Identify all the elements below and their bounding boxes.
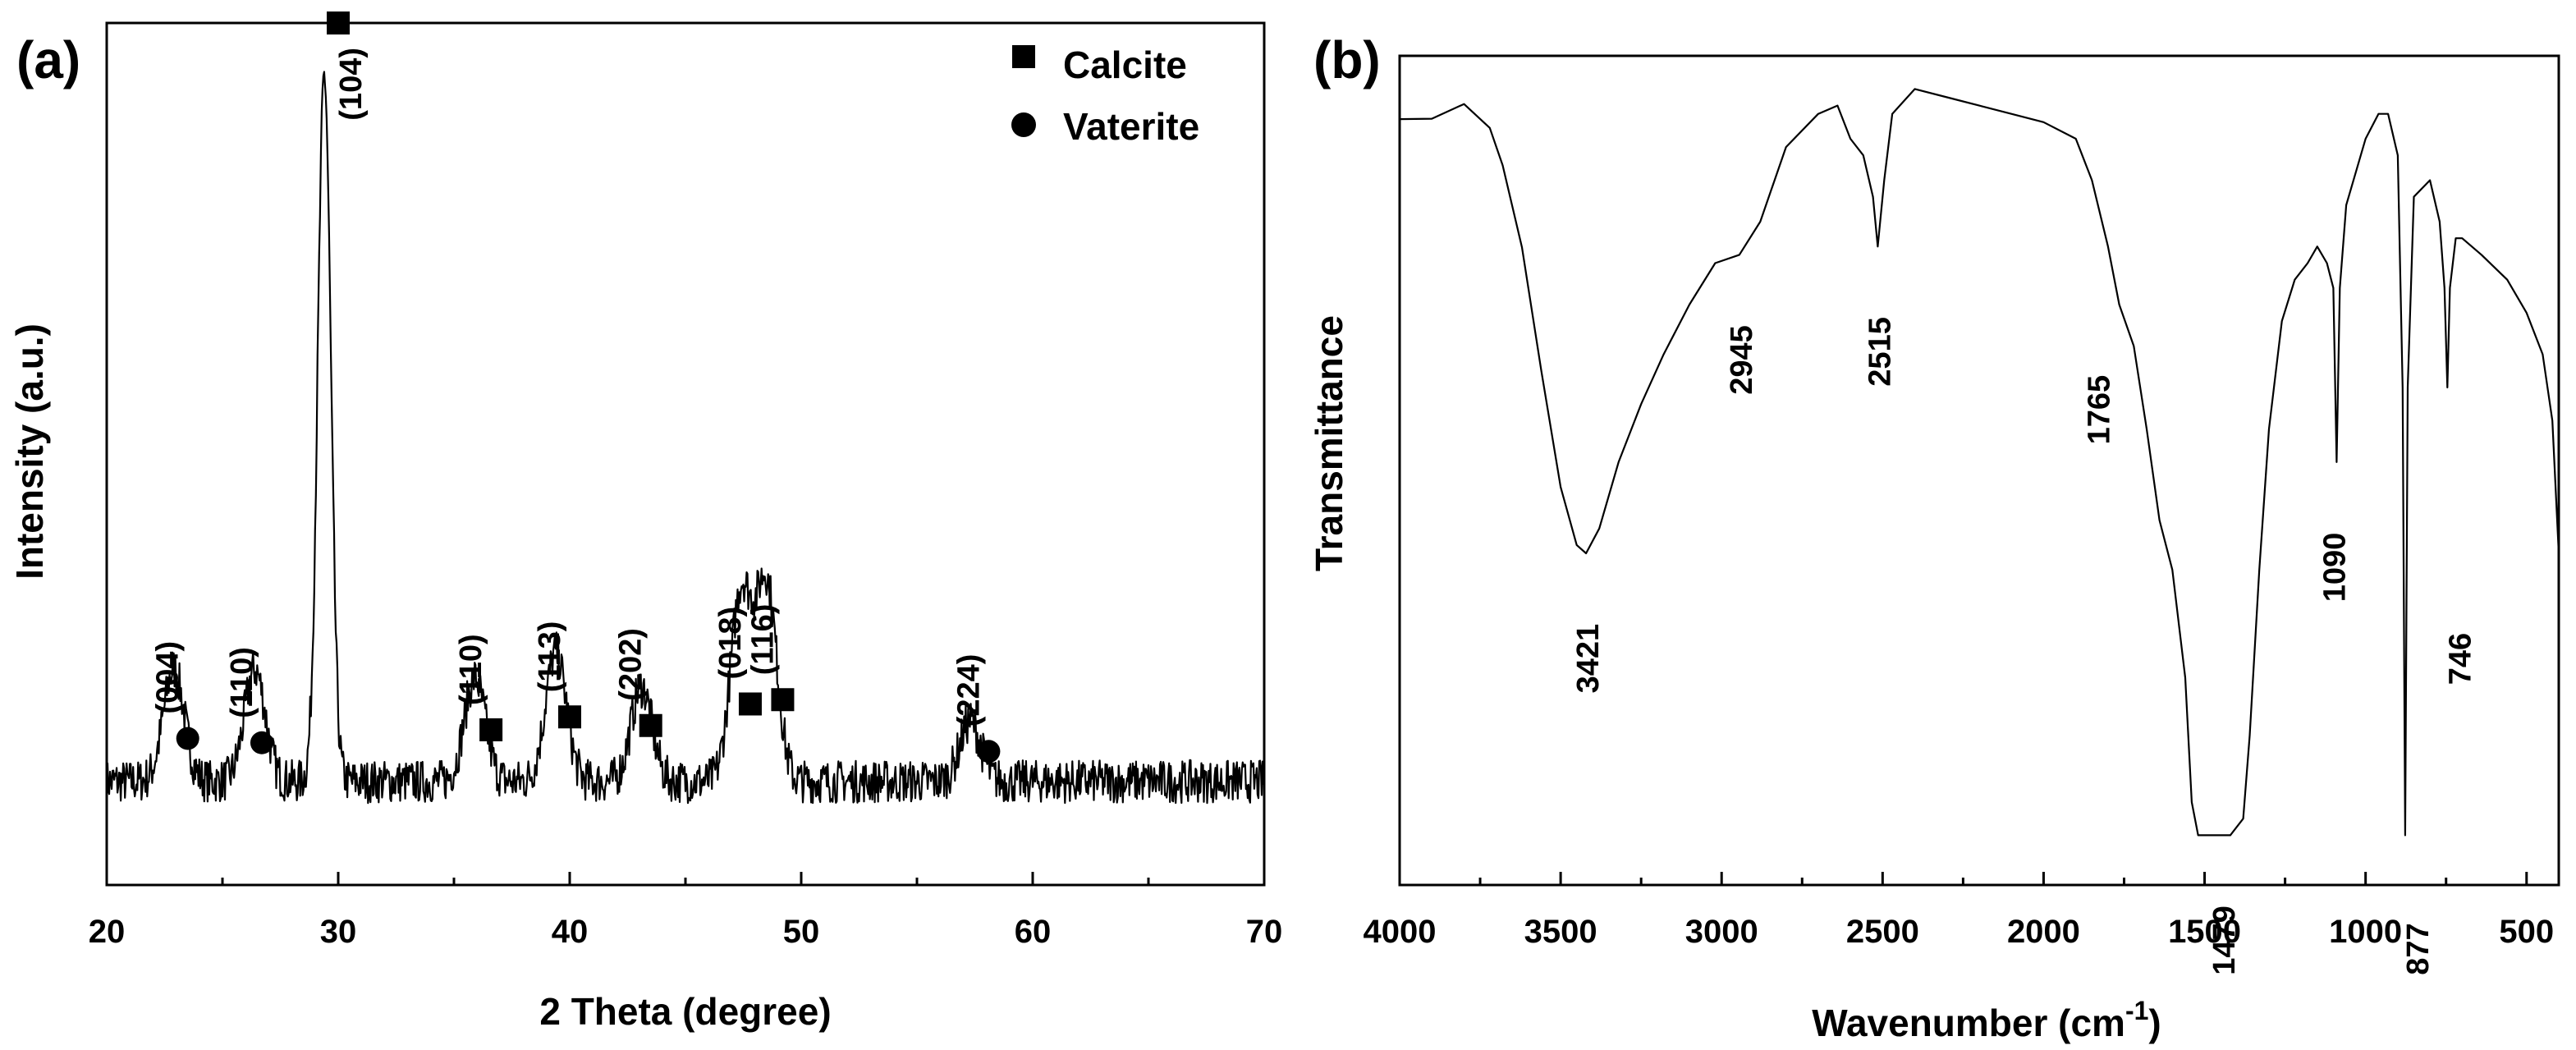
panel-b: (b) 4000 3500 3000 2500 2000 1500 1000 500 3421… — [1308, 30, 2560, 1044]
panel-b-x-tick-label: 3000 — [1685, 914, 1758, 950]
panel-a-x-axis-label: 2 Theta (degree) — [539, 990, 831, 1033]
panel-a-x-tick-label: 60 — [1015, 914, 1052, 950]
panel-a-hkl-label: (018) — [713, 607, 748, 680]
calcite-peak-marker — [771, 688, 795, 712]
panel-b-peak-label: 877 — [2401, 923, 2436, 974]
calcite-peak-marker — [738, 692, 762, 716]
panel-b-series-line — [1399, 88, 2560, 837]
calcite-peak-marker — [327, 11, 350, 34]
panel-b-x-axis-label-sup: -1 — [2125, 996, 2148, 1025]
panel-a-x-tick-label: 50 — [783, 914, 820, 950]
legend-calcite-marker — [1012, 45, 1035, 68]
panel-a-x-tick-label: 20 — [89, 914, 126, 950]
panel-a-x-ticks — [105, 872, 1266, 885]
vaterite-peak-marker — [250, 731, 273, 754]
panel-a-legend: Calcite Vaterite — [1011, 44, 1199, 148]
panel-a-x-tick-label: 30 — [320, 914, 357, 950]
panel-b-x-tick-label: 4000 — [1364, 914, 1437, 950]
panel-b-x-tick-label: 1500 — [2168, 914, 2241, 950]
panel-a-hkl-label: (110) — [225, 647, 259, 718]
panel-b-label: (b) — [1313, 30, 1381, 89]
panel-a: (a) 20 30 40 50 60 70 (004) (110) (104) (110) (11… — [8, 11, 1282, 1033]
legend-vaterite-label: Vaterite — [1063, 105, 1199, 148]
panel-a-hkl-label: (104) — [334, 48, 369, 121]
vaterite-peak-marker — [176, 727, 199, 750]
panel-b-x-tick-label: 1000 — [2329, 914, 2402, 950]
panel-a-hkl-label: (110) — [454, 634, 488, 705]
panel-b-frame — [1398, 54, 2560, 887]
panel-b-x-axis-label-main: Wavenumber (cm — [1812, 1002, 2125, 1044]
panel-a-hkl-label: (224) — [951, 654, 986, 727]
panel-b-peak-label: 3421 — [1571, 624, 1606, 694]
legend-vaterite-marker — [1011, 112, 1036, 137]
panel-a-frame — [105, 21, 1266, 887]
panel-b-peak-label: 2945 — [1725, 325, 1759, 395]
panel-b-x-tick-labels: 4000 3500 3000 2500 2000 1500 1000 500 — [1364, 914, 2555, 950]
panel-b-peak-label: 1479 — [2207, 906, 2242, 975]
panel-b-peak-label: 1765 — [2083, 375, 2117, 445]
panel-a-hkl-label: (004) — [151, 641, 186, 714]
legend-calcite-label: Calcite — [1063, 44, 1187, 86]
panel-a-x-tick-label: 70 — [1246, 914, 1283, 950]
calcite-peak-marker — [558, 705, 581, 729]
panel-b-x-ticks — [1398, 872, 2528, 885]
panel-b-peak-label: 746 — [2443, 633, 2477, 685]
calcite-peak-marker — [479, 718, 503, 741]
vaterite-peak-marker — [977, 740, 1001, 763]
calcite-peak-marker — [639, 713, 662, 737]
panel-a-hkl-label: (202) — [614, 628, 649, 701]
panel-b-peak-label: 2515 — [1863, 317, 1897, 387]
panel-a-markers — [176, 11, 1001, 763]
panel-a-x-tick-labels: 20 30 40 50 60 70 — [89, 914, 1283, 950]
panel-b-x-tick-label: 2500 — [1846, 914, 1919, 950]
panel-b-y-axis-label: Transmittance — [1308, 315, 1350, 571]
panel-b-peak-label: 1090 — [2317, 533, 2352, 603]
panel-b-x-tick-label: 500 — [2499, 914, 2554, 950]
panel-a-annotations: (004) (110) (104) (110) (113) (202) (018)(116)… — [151, 48, 987, 727]
panel-b-annotations: 3421 2945 2515 1765 1479 1090 877 746 — [1571, 317, 2477, 975]
panel-b-x-axis-label-close: ) — [2148, 1002, 2161, 1044]
panel-a-x-tick-label: 40 — [552, 914, 589, 950]
panel-b-x-tick-label: 3500 — [1524, 914, 1597, 950]
panel-a-series-line — [105, 71, 1265, 805]
panel-a-label: (a) — [16, 30, 80, 89]
panel-a-hkl-label: (116) — [745, 604, 780, 676]
panel-b-x-tick-label: 2000 — [2007, 914, 2080, 950]
panel-a-hkl-label: (113) — [533, 621, 567, 693]
panel-a-y-axis-label: Intensity (a.u.) — [8, 323, 51, 580]
panel-b-x-axis-label: Wavenumber (cm-1) — [1812, 996, 2161, 1044]
